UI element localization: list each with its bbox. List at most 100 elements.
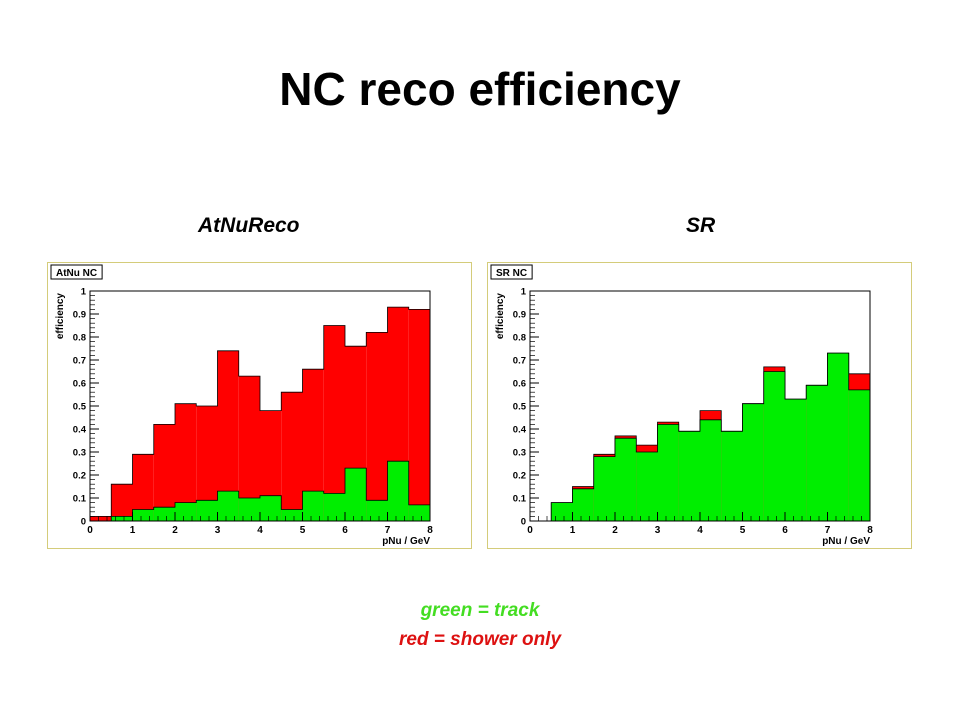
atnu-x-tick-label-6: 6 [342,525,348,536]
atnu-track-outline [90,460,431,522]
sr-track-bar-7 [657,424,679,521]
atnu-track-bar-11 [302,491,324,521]
atnu-x-tick-label-7: 7 [385,525,391,536]
atnu-track-bar-4 [153,507,175,521]
atnu-track-bar-3 [132,509,154,521]
sr-y-tick-label-0: 0 [521,517,526,528]
atnu-shower-bar-1 [90,516,112,521]
sr-y-tick-label-10: 1 [521,287,527,298]
sr-track-bar-12 [763,371,785,521]
atnu-shower-bar-8 [238,376,260,521]
sr-x-tick-label-1: 1 [570,525,576,536]
atnu-y-tick-label-10: 1 [81,287,87,298]
atnu-y-tick-label-9: 0.9 [73,310,86,321]
atnu-y-tick-label-1: 0.1 [73,494,87,505]
sr-track-bar-4 [593,456,615,521]
atnu-track-bar-7 [217,491,239,521]
legend-track: green = track [420,600,540,621]
left-panel-caption: AtNuReco [198,214,300,237]
atnu-y-tick-label-5: 0.5 [73,402,87,413]
sr-track-bar-16 [848,389,870,521]
atnu-track-bar-14 [366,500,388,521]
atnu-track-bar-13 [345,468,367,521]
atnu-x-tick-label-4: 4 [257,525,263,536]
atnu-y-tick-label-6: 0.6 [73,379,86,390]
sr-track-bar-8 [678,431,700,521]
atnu-track-bar-9 [260,495,282,521]
atnu-shower-bar-12 [323,325,345,521]
atnu-nc-histogram-panel: 0 0.1 0.2 0.3 0.4 0.5 0.6 0.7 0.8 0.9 1 0 1 2 3 4 5 6 7 8 pN… [47,262,472,549]
atnu-shower-bar-10 [281,392,303,521]
sr-x-tick-label-5: 5 [740,525,746,536]
atnu-y-tick-label-3: 0.3 [73,448,86,459]
atnu-x-tick-label-8: 8 [427,525,433,536]
page-title: NC reco efficiency [279,63,681,115]
sr-track-bar-14 [806,385,828,521]
sr-y-tick-label-2: 0.2 [513,471,526,482]
sr-x-axis-label: pNu / GeV [822,536,870,547]
atnu-title-box [50,264,103,280]
sr-y-tick-label-4: 0.4 [513,425,527,436]
atnu-shower-bar-3 [132,454,154,521]
atnu-track-bar-12 [323,493,345,521]
atnu-shower-bar-14 [366,332,388,521]
atnu-shower-bar-6 [196,406,218,521]
sr-y-tick-label-7: 0.7 [513,356,526,367]
sr-x-tick-label-0: 0 [527,525,533,536]
atnu-track-bar-8 [238,498,260,521]
sr-y-tick-label-9: 0.9 [513,310,526,321]
sr-y-axis-label: efficiency [495,293,506,340]
atnu-shower-bar-2 [111,484,133,521]
atnu-x-tick-label-2: 2 [172,525,178,536]
atnu-track-bar-2 [111,516,133,521]
sr-x-tick-label-6: 6 [782,525,788,536]
atnu-shower-bar-4 [153,424,175,521]
sr-y-tick-label-6: 0.6 [513,379,526,390]
sr-track-bar-9 [700,419,722,521]
sr-y-tick-label-1: 0.1 [513,494,527,505]
atnu-shower-bar-11 [302,369,324,521]
atnu-track-bar-15 [387,461,409,521]
atnu-y-tick-label-7: 0.7 [73,356,86,367]
atnu-nc-histogram: 0 0.1 0.2 0.3 0.4 0.5 0.6 0.7 0.8 0.9 1 0 1 2 3 4 5 6 7 8pN… [50,264,433,547]
right-panel-caption: SR [686,214,716,237]
atnu-y-axis-label: efficiency [55,293,66,340]
atnu-shower-outline [89,306,431,521]
atnu-x-tick-label-0: 0 [87,525,93,536]
atnu-x-tick-label-1: 1 [130,525,136,536]
sr-track-bar-6 [636,452,658,521]
sr-track-bar-5 [615,438,637,521]
atnu-shower-bar-9 [260,410,282,521]
sr-track-bar-15 [827,353,849,521]
atnu-track-bar-6 [196,500,218,521]
sr-track-bar-2 [551,502,573,521]
sr-nc-histogram-panel: 0 0.1 0.2 0.3 0.4 0.5 0.6 0.7 0.8 0.9 1 0 1 2 3 4 5 6 7 8 pN… [487,262,912,549]
atnu-track-bar-5 [175,502,197,521]
atnu-shower-bar-5 [175,403,197,521]
atnu-y-tick-label-4: 0.4 [73,425,87,436]
legend-shower-only: red = shower only [398,629,562,650]
sr-track-outline [530,352,871,522]
sr-title-text: SR NC [496,268,527,279]
atnu-x-tick-label-3: 3 [215,525,221,536]
sr-track-bar-3 [572,488,594,521]
atnu-shower-bar-16 [408,309,430,521]
atnu-y-tick-label-2: 0.2 [73,471,86,482]
sr-x-tick-label-8: 8 [867,525,873,536]
sr-x-tick-label-3: 3 [655,525,661,536]
sr-track-bar-10 [721,431,743,521]
sr-x-tick-label-4: 4 [697,525,703,536]
atnu-x-axis-label: pNu / GeV [382,536,430,547]
sr-track-bar-11 [742,403,764,521]
atnu-track-bar-10 [281,509,303,521]
atnu-y-tick-label-8: 0.8 [73,333,86,344]
sr-x-tick-label-7: 7 [825,525,831,536]
atnu-y-tick-label-0: 0 [81,517,86,528]
sr-y-tick-label-8: 0.8 [513,333,526,344]
atnu-shower-bar-7 [217,350,239,521]
sr-nc-histogram: 0 0.1 0.2 0.3 0.4 0.5 0.6 0.7 0.8 0.9 1 0 1 2 3 4 5 6 7 8pN… [490,264,873,547]
atnu-title-text: AtNu NC [56,268,97,279]
sr-track-bar-13 [785,399,807,521]
atnu-x-tick-label-5: 5 [300,525,306,536]
sr-title-box [490,264,533,280]
